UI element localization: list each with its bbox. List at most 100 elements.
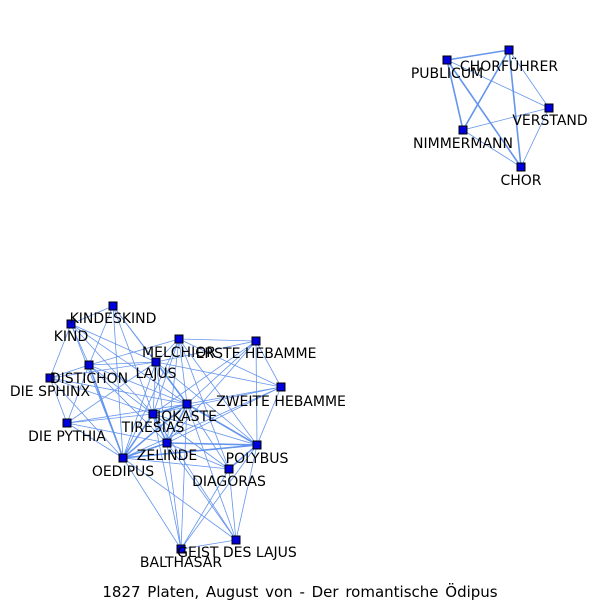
node-label-zelinde: ZELINDE bbox=[137, 448, 197, 464]
edge-lajus-polybus bbox=[155, 361, 258, 446]
edge-zelinde-oedipus bbox=[122, 442, 168, 459]
edge-tiresias-zelinde bbox=[152, 413, 168, 444]
edge-publicum-nimmermann bbox=[446, 59, 464, 131]
edge-zweite-hebamme-lajus bbox=[155, 361, 282, 388]
edge-oedipus-diagoras bbox=[122, 457, 230, 470]
edge-zelinde-balthasar bbox=[166, 442, 182, 550]
node-label-publicum: PUBLICUM bbox=[411, 66, 483, 82]
node-zelinde bbox=[162, 438, 172, 448]
node-label-oedipus: OEDIPUS bbox=[92, 464, 154, 480]
edge-lajus-tiresias bbox=[152, 361, 157, 415]
edge-tiresias-balthasar bbox=[152, 413, 182, 550]
node-label-die-pythia: DIE PYTHIA bbox=[28, 429, 106, 445]
node-label-distichon: DISTICHON bbox=[50, 371, 128, 387]
edge-kind-jokaste bbox=[70, 323, 188, 405]
node-label-geist-des-lajus: GEIST DES LAJUS bbox=[177, 545, 297, 561]
node-label-polybus: POLYBUS bbox=[226, 451, 289, 467]
edge-jokaste-balthasar bbox=[180, 403, 188, 550]
edge-tiresias-die-pythia bbox=[66, 413, 154, 424]
nodes-layer bbox=[45, 45, 554, 554]
node-distichon bbox=[84, 360, 94, 370]
edge-kindeskind-oedipus bbox=[112, 305, 124, 459]
node-label-die-sphinx: DIE SPHINX bbox=[10, 384, 91, 400]
edge-diagoras-geist-des-lajus bbox=[228, 468, 237, 541]
node-label-kind: KIND bbox=[54, 329, 89, 345]
edge-polybus-oedipus bbox=[122, 444, 258, 459]
node-label-verstand: VERSTAND bbox=[512, 113, 587, 129]
edge-oedipus-balthasar bbox=[122, 457, 182, 550]
edge-jokaste-die-pythia bbox=[66, 403, 188, 424]
edge-erste-hebamme-zelinde bbox=[166, 340, 257, 444]
edge-zweite-hebamme-oedipus bbox=[122, 386, 282, 459]
edge-tiresias-polybus bbox=[152, 413, 258, 446]
edge-zweite-hebamme-polybus bbox=[256, 386, 282, 446]
node-label-melchior: MELCHIOR bbox=[142, 345, 216, 361]
edge-diagoras-balthasar bbox=[180, 468, 230, 550]
node-label-nimmermann: NIMMERMANN bbox=[413, 136, 513, 152]
edge-tiresias-geist-des-lajus bbox=[152, 413, 237, 541]
edge-melchior-jokaste bbox=[178, 338, 188, 405]
edge-jokaste-oedipus bbox=[122, 403, 188, 459]
node-label-balthasar: BALTHASAR bbox=[140, 555, 222, 571]
node-die-pythia bbox=[62, 418, 72, 428]
edge-tiresias-oedipus bbox=[122, 413, 154, 459]
edge-chorfuehrer-chor bbox=[508, 49, 522, 168]
edge-nimmermann-chor bbox=[462, 129, 522, 168]
edge-distichon-die-sphinx bbox=[49, 364, 90, 379]
edge-die-sphinx-tiresias bbox=[49, 377, 154, 415]
edge-lajus-jokaste bbox=[155, 361, 188, 405]
node-zweite-hebamme bbox=[276, 382, 286, 392]
node-label-tiresias: TIRESIAS bbox=[121, 420, 185, 436]
node-erste-hebamme bbox=[251, 336, 261, 346]
node-geist-des-lajus bbox=[231, 535, 241, 545]
node-label-erste-hebamme: ERSTE HEBAMME bbox=[196, 346, 317, 362]
edge-die-sphinx-oedipus bbox=[49, 377, 124, 459]
node-oedipus bbox=[118, 453, 128, 463]
edge-lajus-zelinde bbox=[155, 361, 168, 444]
edge-kind-lajus bbox=[70, 323, 157, 363]
node-nimmermann bbox=[458, 125, 468, 135]
edge-zelinde-diagoras bbox=[166, 442, 230, 470]
edge-melchior-erste-hebamme bbox=[178, 338, 257, 342]
edge-zweite-hebamme-tiresias bbox=[152, 386, 282, 415]
edge-zelinde-geist-des-lajus bbox=[166, 442, 237, 541]
edge-melchior-diagoras bbox=[178, 338, 230, 470]
edge-kindeskind-kind bbox=[70, 305, 114, 325]
edge-lajus-die-sphinx bbox=[49, 361, 157, 379]
node-die-sphinx bbox=[45, 373, 55, 383]
edge-erste-hebamme-tiresias bbox=[152, 340, 257, 415]
edge-kindeskind-distichon bbox=[88, 305, 114, 366]
node-balthasar bbox=[176, 544, 186, 554]
node-melchior bbox=[174, 334, 184, 344]
edge-die-sphinx-die-pythia bbox=[49, 377, 68, 424]
edge-kind-die-sphinx bbox=[49, 323, 72, 379]
edge-lajus-oedipus bbox=[122, 361, 157, 459]
node-chor bbox=[516, 162, 526, 172]
node-label-zweite-hebamme: ZWEITE HEBAMME bbox=[216, 394, 346, 410]
edge-tiresias-diagoras bbox=[152, 413, 230, 470]
edge-publicum-chor bbox=[446, 59, 522, 168]
edge-publicum-verstand bbox=[446, 59, 550, 109]
edge-jokaste-tiresias bbox=[152, 403, 188, 415]
edge-polybus-balthasar bbox=[180, 444, 258, 550]
edge-erste-hebamme-zweite-hebamme bbox=[255, 340, 282, 388]
edge-zelinde-polybus bbox=[166, 442, 258, 446]
edge-erste-hebamme-lajus bbox=[155, 340, 257, 363]
edge-jokaste-diagoras bbox=[186, 403, 230, 470]
edge-melchior-distichon bbox=[88, 338, 180, 366]
edge-melchior-zweite-hebamme bbox=[178, 338, 282, 388]
edge-polybus-geist-des-lajus bbox=[235, 444, 258, 541]
edge-distichon-die-pythia bbox=[66, 364, 90, 424]
edge-geist-des-lajus-balthasar bbox=[180, 539, 237, 550]
edge-chorfuehrer-nimmermann bbox=[462, 49, 510, 131]
node-jokaste bbox=[182, 399, 192, 409]
edge-distichon-jokaste bbox=[88, 364, 188, 405]
node-polybus bbox=[252, 440, 262, 450]
edge-erste-hebamme-jokaste bbox=[186, 340, 257, 405]
edge-erste-hebamme-polybus bbox=[255, 340, 258, 446]
node-publicum bbox=[442, 55, 452, 65]
edge-oedipus-geist-des-lajus bbox=[122, 457, 237, 541]
edge-jokaste-zelinde bbox=[166, 403, 188, 444]
node-label-kindeskind: KINDESKIND bbox=[70, 311, 157, 327]
